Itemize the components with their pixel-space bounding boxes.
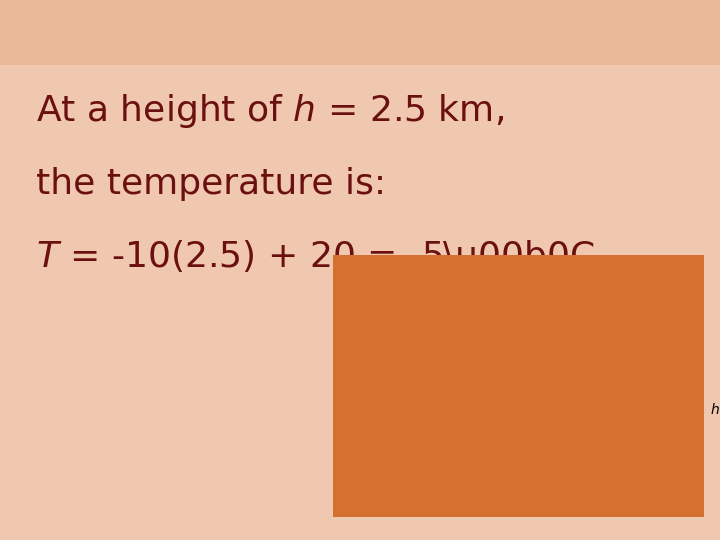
Text: Example 1 c: Example 1 c <box>432 28 535 43</box>
Text: $T = -10h + 20$: $T = -10h + 20$ <box>451 357 535 369</box>
Text: the temperature is:: the temperature is: <box>36 167 386 200</box>
Text: At a height of $\mathit{h}$ = 2.5 km,: At a height of $\mathit{h}$ = 2.5 km, <box>36 92 504 130</box>
Text: $\mathit{T}$ = -10(2.5) + 20 = -5\u00b0C.: $\mathit{T}$ = -10(2.5) + 20 = -5\u00b0C… <box>36 239 604 274</box>
Text: © Cengage Rights Reserved: © Cengage Rights Reserved <box>346 502 423 508</box>
Text: 0: 0 <box>343 418 351 431</box>
Text: LINEAR MODELS: LINEAR MODELS <box>36 28 163 42</box>
Text: $T$: $T$ <box>369 262 379 276</box>
Text: $h$: $h$ <box>710 402 719 417</box>
